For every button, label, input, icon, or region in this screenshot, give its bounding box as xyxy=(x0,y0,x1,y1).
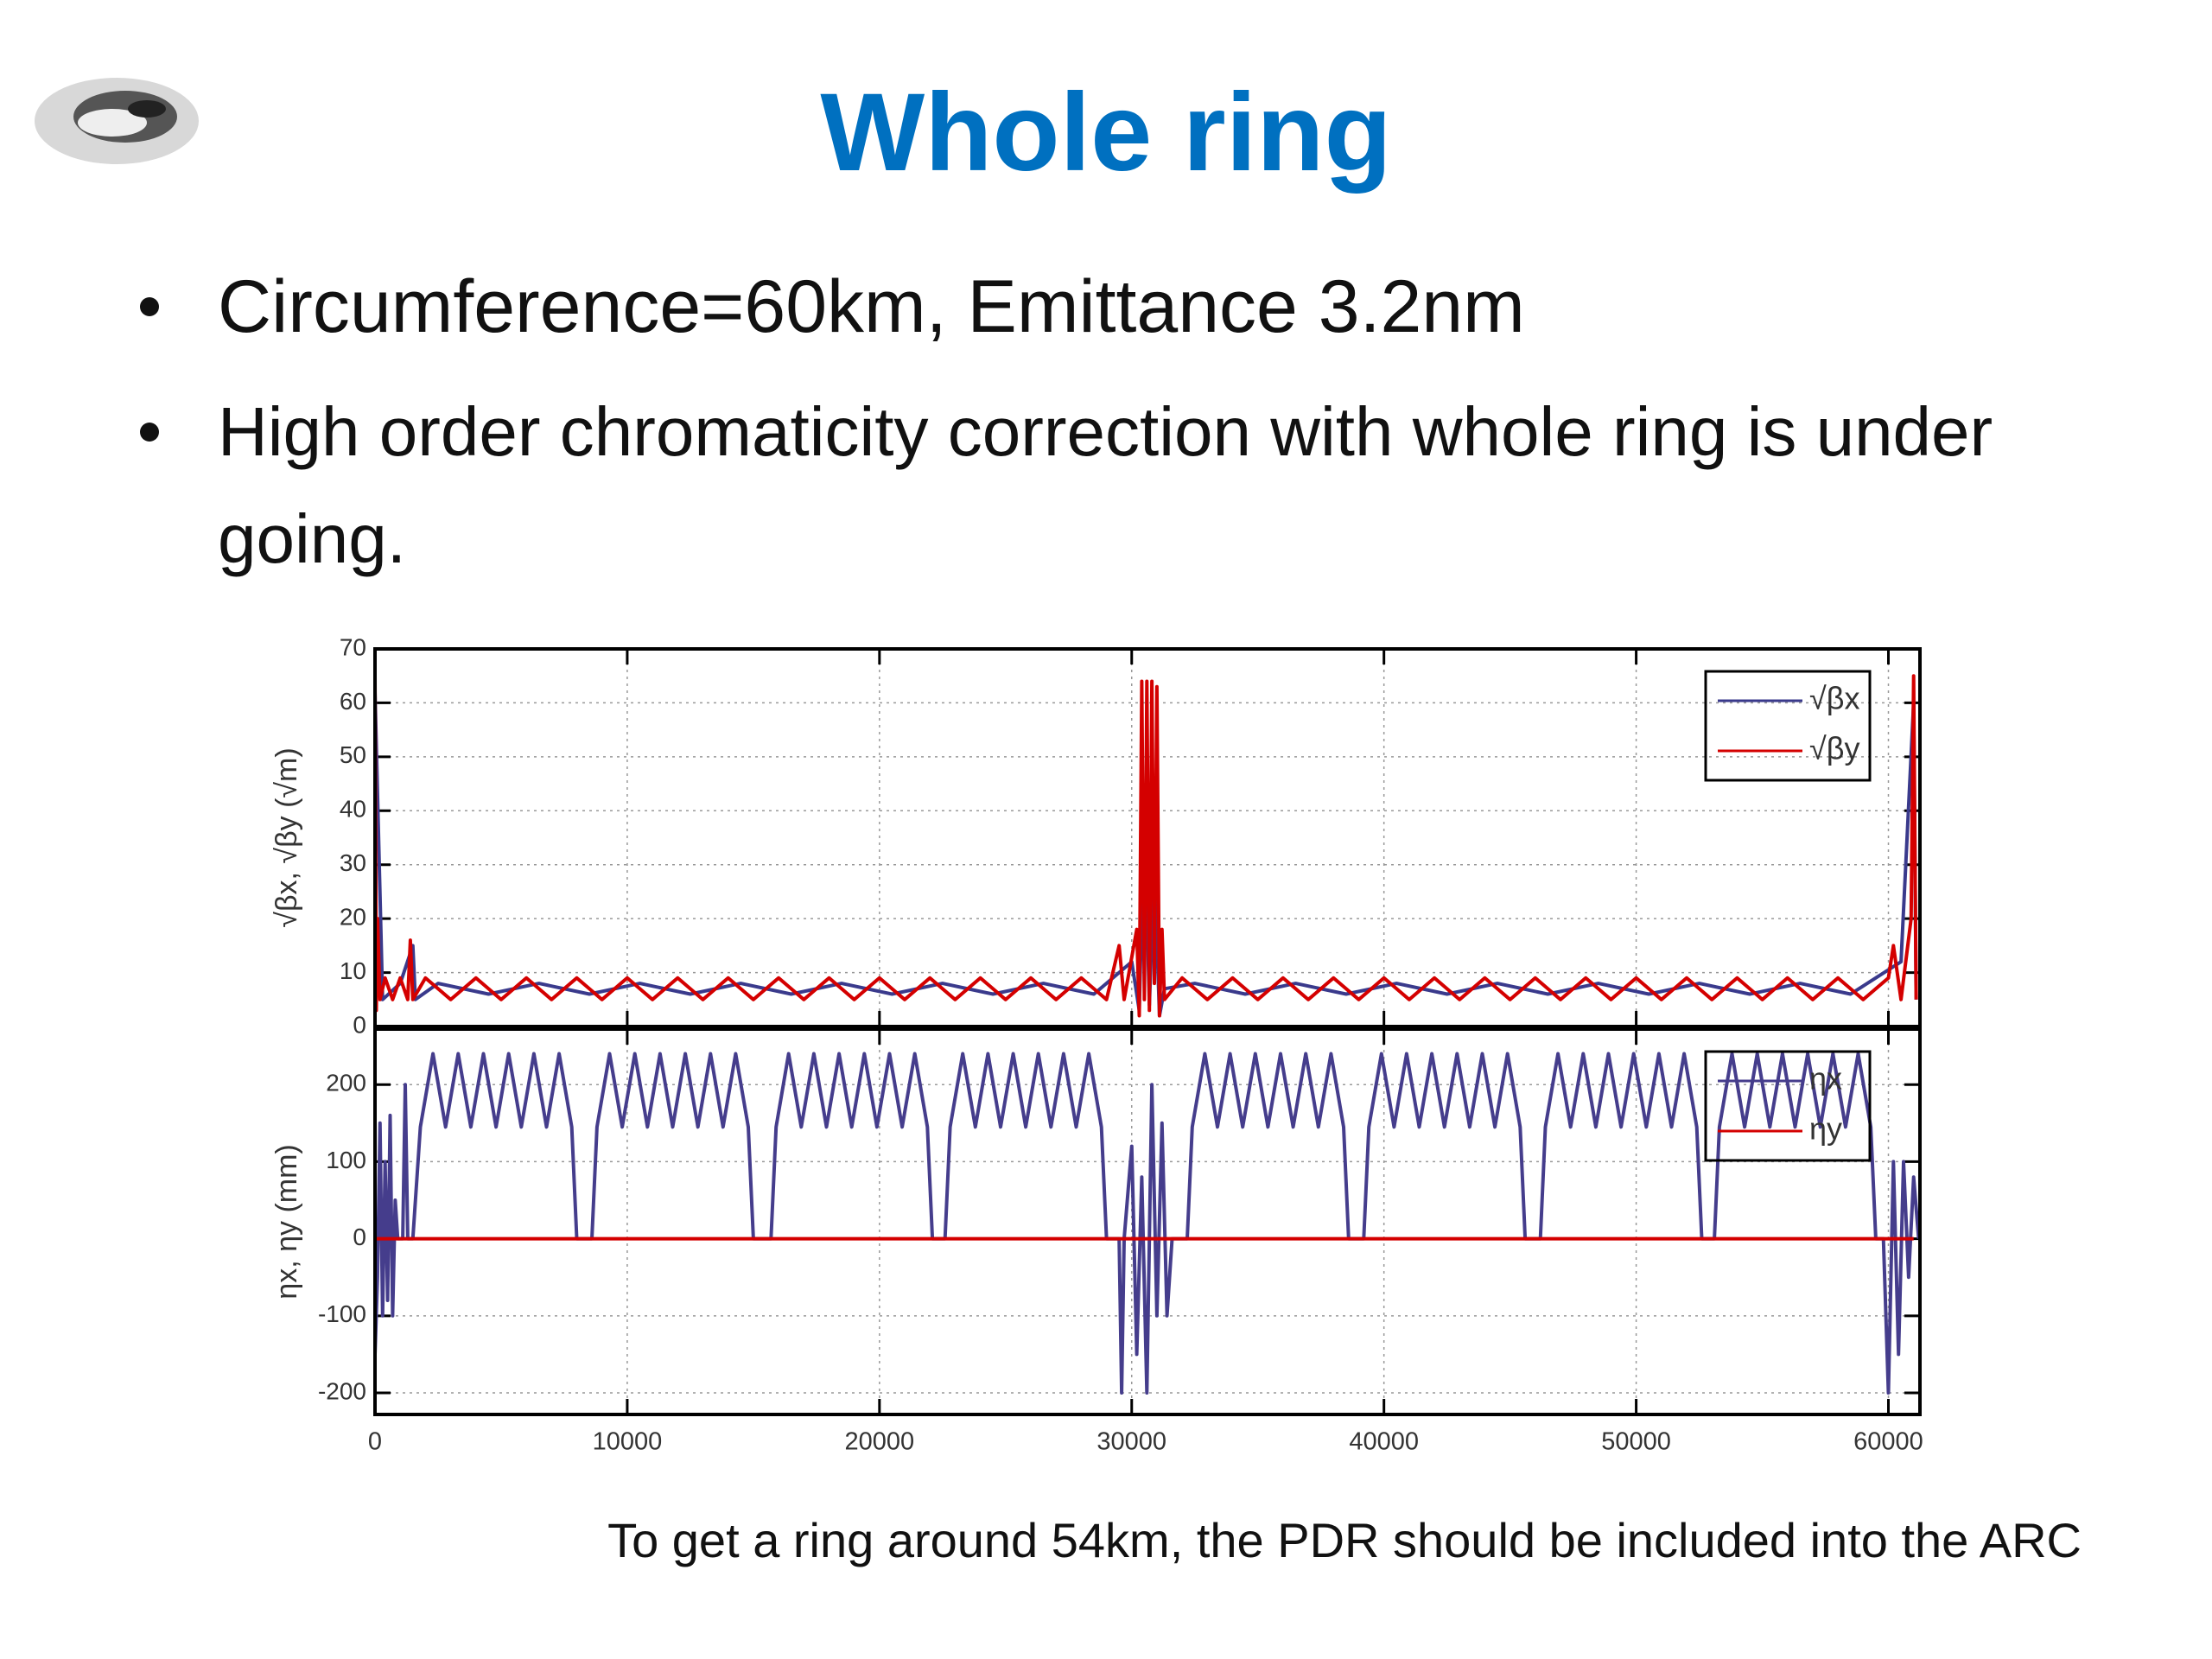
y-tick-label: 200 xyxy=(326,1070,366,1096)
y-tick-label: 0 xyxy=(353,1224,366,1250)
x-tick-label: 50000 xyxy=(1601,1428,1671,1456)
legend-label: √βx xyxy=(1809,681,1859,716)
caption: To get a ring around 54km, the PDR shoul… xyxy=(607,1513,2082,1567)
logo-swirl xyxy=(78,109,147,137)
y-tick-label: 50 xyxy=(340,741,366,768)
y-tick-label: 0 xyxy=(353,1011,366,1038)
x-tick-label: 30000 xyxy=(1096,1428,1166,1456)
logo xyxy=(35,78,199,164)
legend-label: √βy xyxy=(1809,731,1859,766)
x-tick-label: 20000 xyxy=(845,1428,915,1456)
data-line xyxy=(373,674,1918,1018)
slide-title: Whole ring xyxy=(820,71,1392,194)
y-tick-label: -100 xyxy=(318,1300,366,1327)
bullet-dot xyxy=(140,423,159,442)
legend-box xyxy=(1704,1050,1872,1162)
y-tick-label: 20 xyxy=(340,904,366,931)
bullet: Circumference=60km, Emittance 3.2nm xyxy=(218,265,1525,348)
y-axis-label: ηx, ηy (mm) xyxy=(270,1144,303,1299)
bullet-dot xyxy=(140,297,159,316)
data-line xyxy=(373,1052,1921,1395)
y-tick-label: 40 xyxy=(340,796,366,823)
legend-label: ηy xyxy=(1809,1111,1842,1147)
y-tick-label: 60 xyxy=(340,688,366,715)
x-tick-label: 40000 xyxy=(1349,1428,1419,1456)
x-tick-label: 60000 xyxy=(1853,1428,1923,1456)
plot-frame xyxy=(373,647,1922,1028)
legend-label: ηx xyxy=(1809,1061,1842,1096)
logo-swirl xyxy=(128,100,166,118)
x-tick-label: 10000 xyxy=(593,1428,663,1456)
legend-box xyxy=(1704,670,1872,782)
y-tick-label: 10 xyxy=(340,957,366,984)
y-axis-label: √βx, √βy (√m) xyxy=(270,747,303,927)
y-tick-label: 30 xyxy=(340,849,366,876)
y-tick-label: -200 xyxy=(318,1377,366,1404)
y-tick-label: 100 xyxy=(326,1147,366,1173)
y-tick-label: 70 xyxy=(340,633,366,660)
bullet: High order chromaticity correction with … xyxy=(218,393,1993,577)
plot-frame xyxy=(373,1027,1922,1416)
x-tick-label: 0 xyxy=(368,1428,382,1456)
